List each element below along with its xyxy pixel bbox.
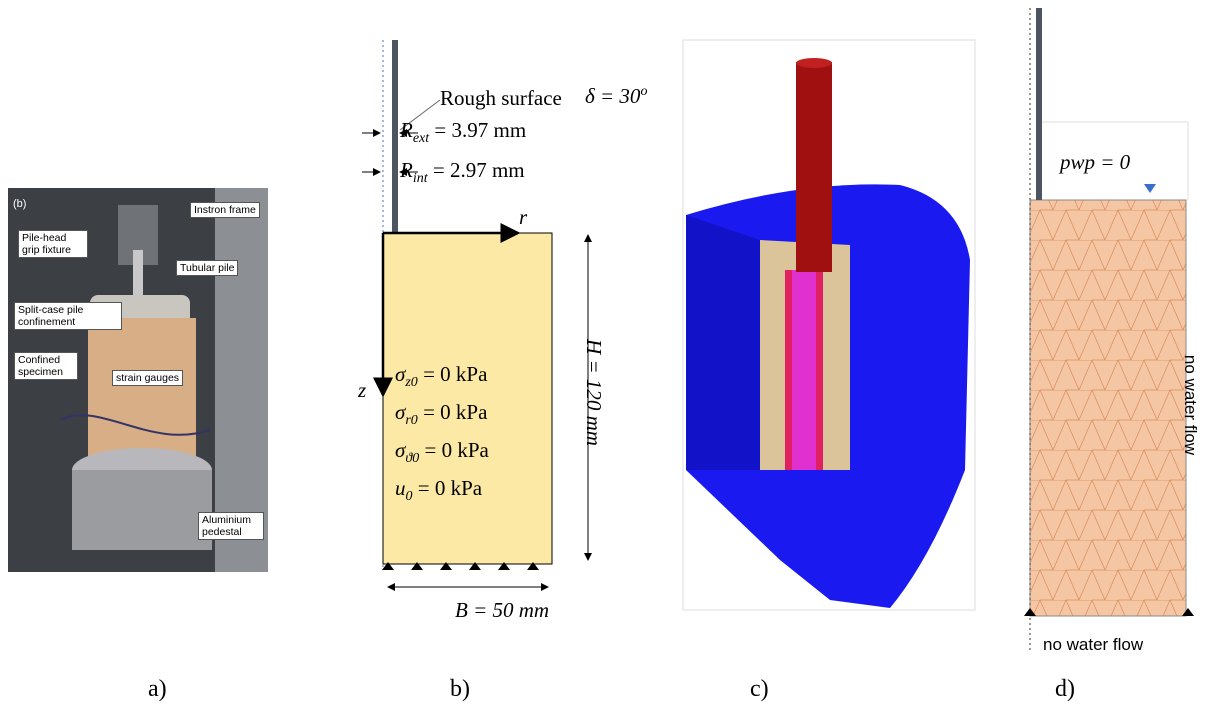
r-axis: r bbox=[519, 205, 527, 230]
math: = 0 kPa bbox=[424, 438, 488, 462]
math: δ = 30 bbox=[585, 84, 640, 108]
caption: c) bbox=[750, 676, 769, 703]
photo-label: Instron frame bbox=[190, 202, 260, 218]
math: = 2.97 mm bbox=[433, 158, 525, 182]
math: o bbox=[640, 84, 647, 99]
photo-label: Aluminium pedestal bbox=[198, 512, 264, 540]
math: ext bbox=[413, 131, 429, 146]
caption: b) bbox=[450, 676, 470, 703]
caption: d) bbox=[1055, 676, 1075, 703]
math: R bbox=[400, 158, 413, 182]
initial-condition: σz0 = 0 kPa bbox=[395, 362, 487, 391]
z-axis: z bbox=[358, 378, 366, 403]
rint-label: Rint = 2.97 mm bbox=[400, 158, 525, 187]
photo-label: strain gauges bbox=[112, 370, 183, 386]
rough-label: Rough surface bbox=[440, 86, 562, 111]
math: = 0 kPa bbox=[418, 476, 482, 500]
math: ϑ0 bbox=[405, 451, 419, 466]
math: σ bbox=[395, 400, 405, 424]
figure: (b) Instron frame Pile-head grip fixture… bbox=[0, 0, 1215, 714]
math: z0 bbox=[405, 375, 417, 390]
photo-tag: (b) bbox=[13, 198, 26, 210]
render-c bbox=[683, 40, 975, 610]
boundary-label: no water flow bbox=[1043, 635, 1143, 655]
math: R bbox=[400, 118, 413, 142]
photo-label: Pile-head grip fixture bbox=[18, 230, 88, 258]
math: r0 bbox=[405, 413, 417, 428]
photo-label: Confined specimen bbox=[14, 352, 78, 380]
initial-condition: σϑ0 = 0 kPa bbox=[395, 438, 489, 467]
math: 0 bbox=[406, 489, 413, 504]
math: int bbox=[413, 171, 428, 186]
photo-label: Split-case pile confinement bbox=[14, 302, 122, 330]
height-label: H = 120 mm bbox=[581, 339, 606, 446]
initial-condition: σr0 = 0 kPa bbox=[395, 400, 487, 429]
math: u bbox=[395, 476, 406, 500]
width-label: B = 50 mm bbox=[455, 598, 549, 623]
delta-label: δ = 30o bbox=[585, 84, 647, 109]
math: σ bbox=[395, 362, 405, 386]
math: = 0 kPa bbox=[423, 362, 487, 386]
photo-label: Tubular pile bbox=[176, 260, 238, 276]
rext-label: Rext = 3.97 mm bbox=[400, 118, 526, 147]
boundary-label: no water flow bbox=[1180, 355, 1200, 455]
initial-condition: u0 = 0 kPa bbox=[395, 476, 482, 505]
math: = 0 kPa bbox=[423, 400, 487, 424]
math: = 3.97 mm bbox=[434, 118, 526, 142]
caption: a) bbox=[148, 676, 167, 703]
mesh-d bbox=[1024, 8, 1194, 650]
pwp-label: pwp = 0 bbox=[1060, 150, 1130, 175]
math: σ bbox=[395, 438, 405, 462]
